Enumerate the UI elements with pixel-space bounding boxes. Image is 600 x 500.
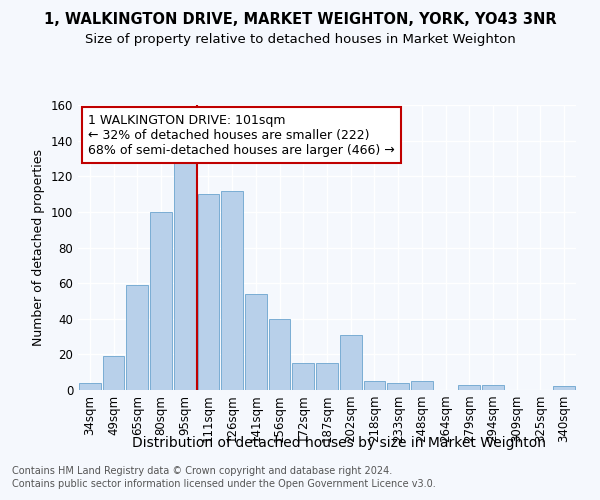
Bar <box>127 285 148 390</box>
Bar <box>340 335 362 390</box>
Text: Distribution of detached houses by size in Market Weighton: Distribution of detached houses by size … <box>132 436 546 450</box>
Bar <box>458 384 480 390</box>
Bar <box>103 356 124 390</box>
Bar <box>150 212 172 390</box>
Bar <box>292 364 314 390</box>
Bar <box>269 319 290 390</box>
Bar <box>411 381 433 390</box>
Text: Contains HM Land Registry data © Crown copyright and database right 2024.: Contains HM Land Registry data © Crown c… <box>12 466 392 476</box>
Y-axis label: Number of detached properties: Number of detached properties <box>32 149 45 346</box>
Bar <box>174 150 196 390</box>
Bar <box>553 386 575 390</box>
Bar <box>245 294 267 390</box>
Bar <box>364 381 385 390</box>
Text: Size of property relative to detached houses in Market Weighton: Size of property relative to detached ho… <box>85 32 515 46</box>
Bar <box>221 190 243 390</box>
Text: Contains public sector information licensed under the Open Government Licence v3: Contains public sector information licen… <box>12 479 436 489</box>
Text: 1 WALKINGTON DRIVE: 101sqm
← 32% of detached houses are smaller (222)
68% of sem: 1 WALKINGTON DRIVE: 101sqm ← 32% of deta… <box>88 114 395 156</box>
Bar <box>197 194 220 390</box>
Bar <box>482 384 504 390</box>
Bar <box>316 364 338 390</box>
Text: 1, WALKINGTON DRIVE, MARKET WEIGHTON, YORK, YO43 3NR: 1, WALKINGTON DRIVE, MARKET WEIGHTON, YO… <box>44 12 556 28</box>
Bar <box>79 383 101 390</box>
Bar <box>387 383 409 390</box>
